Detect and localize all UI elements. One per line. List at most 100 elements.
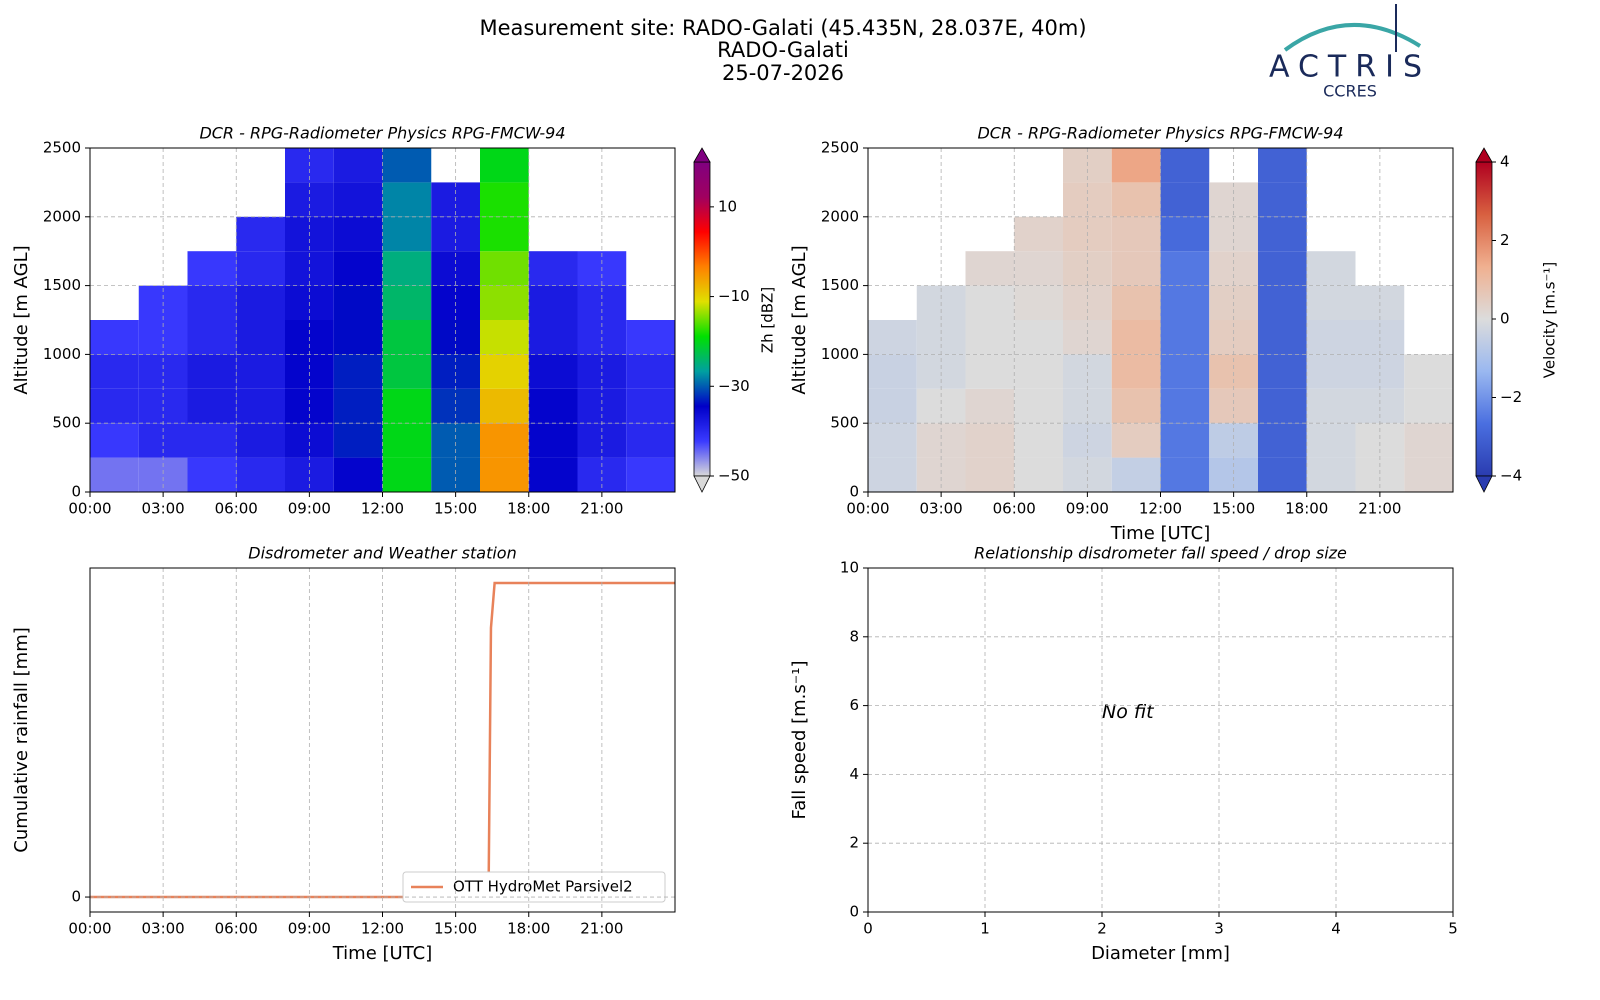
heatmap-cell xyxy=(1404,388,1453,424)
heatmap-cell xyxy=(626,354,675,389)
heatmap-cell xyxy=(1160,251,1210,286)
heatmap-cell xyxy=(868,388,917,424)
y-tick-label: 0 xyxy=(71,483,81,501)
y-tick-label: 10 xyxy=(840,559,859,577)
heatmap-cell xyxy=(333,423,383,458)
colorbar-tick-label: −30 xyxy=(718,377,750,395)
y-tick-label: 0 xyxy=(71,888,81,906)
annotation: No fit xyxy=(1102,701,1155,723)
heatmap-cell xyxy=(187,320,237,355)
heatmap-cell xyxy=(528,423,578,458)
heatmap-cell xyxy=(965,388,1015,424)
x-tick-label: 06:00 xyxy=(215,500,258,518)
heatmap-cell xyxy=(1258,423,1307,458)
logo-arc xyxy=(1283,22,1422,52)
colorbar-tick-label: −10 xyxy=(718,287,750,305)
heatmap-cell xyxy=(1111,148,1161,183)
heatmap-cell xyxy=(1258,320,1307,355)
y-axis-label: Altitude [m AGL] xyxy=(789,245,810,394)
heatmap-cell xyxy=(187,423,237,458)
heatmap-cell xyxy=(626,388,675,424)
heatmap-cell xyxy=(1306,251,1356,286)
x-tick-label: 21:00 xyxy=(580,500,623,518)
heatmap-cell xyxy=(480,354,529,389)
chart-title: DCR - RPG-Radiometer Physics RPG-FMCW-94 xyxy=(199,124,565,143)
heatmap-cell xyxy=(480,182,529,217)
heatmap-cell xyxy=(1160,354,1210,389)
heatmap-cell xyxy=(187,457,237,492)
x-tick-label: 00:00 xyxy=(68,920,111,938)
heatmap-cell xyxy=(236,251,285,286)
x-tick-label: 15:00 xyxy=(434,920,477,938)
x-tick-label: 03:00 xyxy=(142,920,185,938)
legend-label: OTT HydroMet Parsivel2 xyxy=(453,878,633,896)
heatmap-cell xyxy=(1306,388,1356,424)
colorbar-label: Zh [dBZ] xyxy=(759,287,777,353)
heatmap-cell xyxy=(1258,216,1307,252)
colorbar-tick-label: 10 xyxy=(718,197,737,215)
x-tick-label: 00:00 xyxy=(846,500,889,518)
heatmap-cell xyxy=(1160,457,1210,492)
colorbar-tick-label: −4 xyxy=(1500,467,1522,485)
heatmap-cell xyxy=(965,320,1015,355)
colorbar-label: Velocity [m.s⁻¹] xyxy=(1541,262,1559,378)
heatmap-cell xyxy=(1160,388,1210,424)
heatmap-cell xyxy=(965,423,1015,458)
x-tick-label: 09:00 xyxy=(1066,500,1109,518)
heatmap-cell xyxy=(90,423,139,458)
heatmap-cell xyxy=(480,388,529,424)
heatmap-cell xyxy=(528,457,578,492)
heatmap-cell xyxy=(90,388,139,424)
colorbar-extend xyxy=(693,475,711,493)
heatmap-cell xyxy=(965,457,1015,492)
y-tick-label: 1500 xyxy=(43,276,81,294)
heatmap-cell xyxy=(1160,216,1210,252)
line xyxy=(90,581,675,899)
plot-frame xyxy=(867,147,1454,493)
heatmap-cell xyxy=(1306,423,1356,458)
colorbar-tick-label: 2 xyxy=(1500,231,1510,249)
y-tick-label: 2500 xyxy=(821,139,859,157)
x-tick-label: 09:00 xyxy=(288,500,331,518)
heatmap-cell xyxy=(1258,251,1307,286)
heatmap-cell xyxy=(1404,457,1453,492)
y-tick-label: 1500 xyxy=(821,276,859,294)
heatmap-cell xyxy=(480,216,529,252)
header-line: RADO-Galati xyxy=(717,38,849,62)
x-tick-label: 21:00 xyxy=(580,920,623,938)
logo-text: ACTRIS xyxy=(1269,50,1431,85)
heatmap-cell xyxy=(382,148,432,183)
heatmap-cell xyxy=(236,354,285,389)
heatmap-cell xyxy=(1258,182,1307,217)
heatmap-cell xyxy=(1111,216,1161,252)
x-tick-label: 2 xyxy=(1097,920,1107,938)
colorbar-tick-label: −2 xyxy=(1500,388,1522,406)
heatmap-cell xyxy=(236,457,285,492)
colorbar xyxy=(1475,161,1493,477)
heatmap-cell xyxy=(236,388,285,424)
heatmap-cell xyxy=(1160,423,1210,458)
heatmap-cell xyxy=(187,354,237,389)
logo-subtext: CCRES xyxy=(1323,82,1377,101)
heatmap-cell xyxy=(333,320,383,355)
legend xyxy=(402,871,666,903)
heatmap-cell xyxy=(1014,216,1063,252)
y-tick-label: 1000 xyxy=(43,345,81,363)
heatmap-cell xyxy=(382,457,432,492)
colorbar-tick-label: 4 xyxy=(1500,153,1510,171)
x-tick-label: 12:00 xyxy=(361,920,404,938)
heatmap-cell xyxy=(1014,423,1063,458)
x-tick-label: 1 xyxy=(980,920,990,938)
heatmap-cell xyxy=(626,457,675,492)
x-tick-label: 06:00 xyxy=(215,920,258,938)
x-tick-label: 09:00 xyxy=(288,920,331,938)
header-line: Measurement site: RADO-Galati (45.435N, … xyxy=(479,16,1086,40)
plot-area xyxy=(868,568,1453,912)
heatmap-cell xyxy=(626,320,675,355)
heatmap-cell xyxy=(382,216,432,252)
heatmap-cell xyxy=(868,320,917,355)
x-tick-label: 00:00 xyxy=(68,500,111,518)
x-tick-label: 5 xyxy=(1448,920,1458,938)
